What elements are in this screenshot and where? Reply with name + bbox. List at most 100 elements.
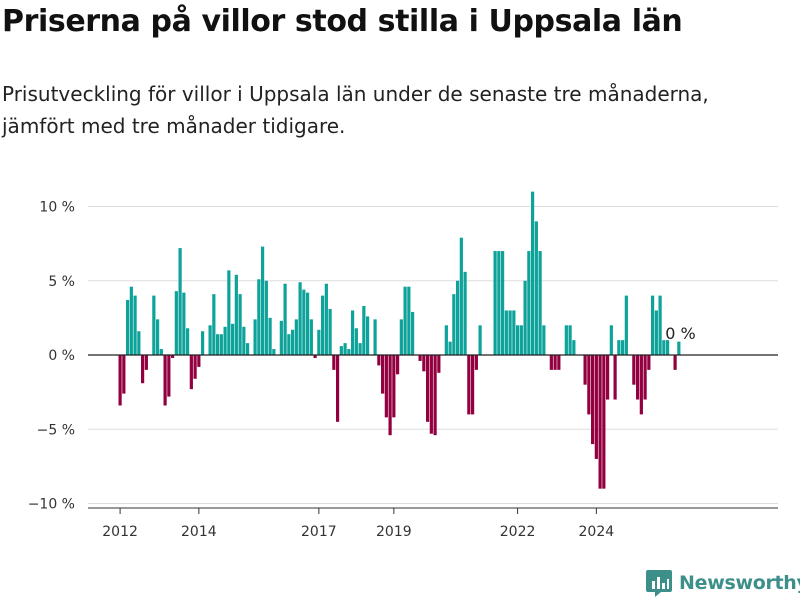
bar xyxy=(339,346,343,355)
bar xyxy=(197,355,201,367)
bar xyxy=(471,355,475,415)
bar xyxy=(654,310,658,355)
bar xyxy=(403,286,407,355)
bar xyxy=(129,286,133,355)
bar xyxy=(343,343,347,355)
bar xyxy=(474,355,478,370)
bar xyxy=(557,355,561,370)
bar xyxy=(527,251,531,355)
bar xyxy=(444,325,448,355)
bar xyxy=(174,291,178,355)
bar xyxy=(283,283,287,355)
bar xyxy=(354,328,358,355)
y-tick-label: 10 % xyxy=(39,200,75,216)
bar xyxy=(294,319,298,355)
bar xyxy=(497,251,501,355)
bar xyxy=(591,355,595,445)
bar xyxy=(392,355,396,418)
bar xyxy=(291,329,295,355)
bar xyxy=(332,355,336,370)
bar xyxy=(366,316,370,355)
bar xyxy=(493,251,497,355)
bar xyxy=(501,251,505,355)
bar-chart: 10 % 5 % 0 % −5 % −10 % 2012 2014 2017 2019 2022 2… xyxy=(28,191,778,540)
brand-logo: Newsworthy xyxy=(645,566,800,600)
bar xyxy=(643,355,647,400)
bar xyxy=(459,237,463,355)
bar xyxy=(568,325,572,355)
bar xyxy=(508,310,512,355)
bar xyxy=(362,305,366,355)
bar xyxy=(621,340,625,355)
latest-value-label: 0 % xyxy=(665,324,695,343)
bar xyxy=(302,289,306,355)
bar xyxy=(452,294,456,355)
bar xyxy=(411,311,415,355)
bar xyxy=(246,343,250,355)
bar xyxy=(287,334,291,355)
bar xyxy=(534,221,538,355)
bar xyxy=(373,319,377,355)
bar xyxy=(347,349,351,355)
bar xyxy=(279,320,283,355)
y-tick-label: 5 % xyxy=(48,274,75,290)
bar xyxy=(227,270,231,355)
bar xyxy=(264,280,268,355)
bar xyxy=(163,355,167,406)
bar xyxy=(182,292,186,355)
bar xyxy=(594,355,598,459)
bar xyxy=(242,326,246,355)
y-tick-label: −10 % xyxy=(28,497,75,513)
bar xyxy=(504,310,508,355)
bar xyxy=(429,355,433,434)
bar xyxy=(122,355,126,394)
bar xyxy=(144,355,148,370)
bar-chart-logo-icon xyxy=(646,570,672,597)
bar xyxy=(351,310,355,355)
bar xyxy=(231,323,235,355)
bar xyxy=(223,326,227,355)
bar xyxy=(212,294,216,355)
chart-subtitle: Prisutveckling för villor i Uppsala län … xyxy=(2,82,709,138)
bar xyxy=(126,300,130,355)
bar xyxy=(512,310,516,355)
bar xyxy=(328,308,332,355)
bar xyxy=(437,355,441,373)
bar xyxy=(159,349,163,355)
bar xyxy=(531,191,535,355)
bar xyxy=(189,355,193,390)
y-tick-label: 0 % xyxy=(48,348,75,364)
bar xyxy=(171,355,175,358)
bar xyxy=(572,340,576,355)
bar xyxy=(396,355,400,375)
x-tick-label: 2022 xyxy=(500,524,536,540)
bar xyxy=(272,349,276,355)
bar xyxy=(467,355,471,415)
bar xyxy=(152,295,156,355)
bar xyxy=(317,329,321,355)
bar xyxy=(463,271,467,355)
bar xyxy=(538,251,542,355)
bar xyxy=(647,355,651,370)
bar xyxy=(133,295,137,355)
bar xyxy=(426,355,430,422)
bar xyxy=(358,343,362,355)
bar xyxy=(632,355,636,385)
bar xyxy=(407,286,411,355)
bar xyxy=(234,274,238,355)
bar xyxy=(137,331,141,355)
bar xyxy=(118,355,122,406)
bar xyxy=(313,355,317,358)
bar xyxy=(156,319,160,355)
bar xyxy=(384,355,388,418)
bar xyxy=(613,355,617,400)
bar xyxy=(639,355,643,415)
bar xyxy=(651,295,655,355)
brand-name: Newsworthy xyxy=(679,572,800,594)
x-tick-label: 2024 xyxy=(579,524,615,540)
bar xyxy=(298,282,302,355)
bar xyxy=(306,292,310,355)
bar xyxy=(516,325,520,355)
bar xyxy=(564,325,568,355)
bar xyxy=(167,355,171,397)
